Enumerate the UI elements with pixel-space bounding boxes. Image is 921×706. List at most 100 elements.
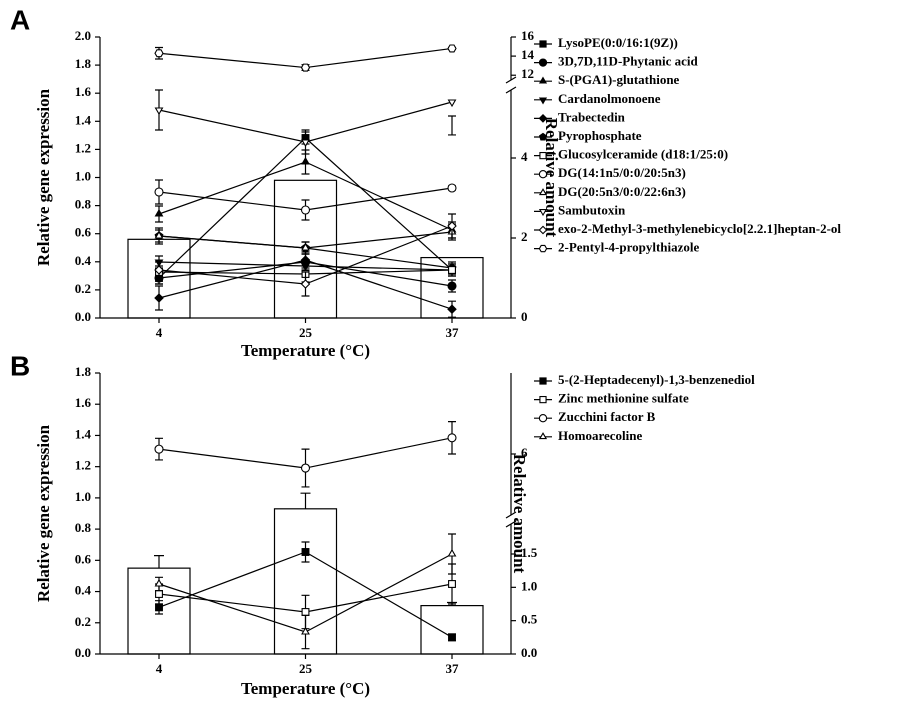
data-point (301, 608, 310, 616)
data-point (447, 183, 457, 193)
data-point (154, 107, 164, 116)
data-point (154, 444, 164, 454)
data-point (448, 266, 456, 274)
x-axis-title: Temperature (°C) (241, 341, 370, 360)
bar-error (154, 555, 164, 569)
y-tick-label: 0.6 (75, 551, 92, 566)
legend-label: Homoarecoline (558, 428, 642, 443)
data-point (301, 626, 310, 635)
y-tick-label: 0.0 (75, 645, 91, 660)
data-point (155, 590, 163, 598)
data-point (301, 548, 310, 556)
panel-label: B (10, 350, 30, 381)
y-tick-label: 1.2 (75, 140, 91, 155)
legend-label: DG(20:5n3/0:0/22:6n3) (558, 184, 686, 199)
data-point (300, 63, 311, 72)
y2-tick-label: 0 (521, 309, 528, 324)
axis-break (505, 511, 517, 528)
bar (420, 605, 484, 655)
data-point (301, 156, 310, 165)
legend-label: 3D,7D,11D-Phytanic acid (558, 54, 699, 69)
data-point (447, 433, 457, 443)
x-tick-label: 4 (156, 325, 163, 340)
y-tick-label: 1.2 (75, 458, 91, 473)
y2-tick-label: 12 (521, 66, 534, 81)
legend-marker (539, 151, 547, 160)
data-point (447, 99, 457, 108)
y-tick-label: 1.4 (75, 426, 92, 441)
legend-marker (539, 395, 547, 404)
data-point (447, 221, 457, 231)
legend-label: Zucchini factor B (558, 409, 656, 424)
data-point (301, 242, 310, 251)
legend-label: 2-Pentyl-4-propylthiazole (558, 240, 700, 255)
data-point (154, 293, 164, 303)
legend-label: Sambutoxin (558, 202, 626, 217)
legend-label: Glucosylceramide (d18:1/25:0) (558, 147, 728, 162)
x-tick-label: 37 (446, 325, 460, 340)
legend-marker (539, 377, 547, 385)
y-tick-label: 0.4 (75, 253, 92, 268)
data-point (300, 279, 311, 289)
y2-axis-title: Relative amount (510, 454, 529, 574)
legend-marker (538, 58, 548, 67)
legend-marker (538, 432, 548, 440)
data-point (300, 255, 311, 265)
y-tick-label: 0.4 (75, 583, 92, 598)
data-point (155, 603, 163, 612)
y2-tick-label: 2 (521, 229, 528, 244)
data-point (447, 548, 457, 557)
legend-marker (538, 225, 548, 235)
bar-error (300, 492, 311, 509)
legend-marker (538, 170, 548, 179)
legend-marker (538, 209, 548, 217)
y-axis-title: Relative gene expression (34, 88, 53, 266)
data-point (447, 44, 457, 53)
data-point (448, 633, 456, 642)
y-tick-label: 2.0 (75, 28, 91, 43)
x-tick-label: 25 (299, 325, 313, 340)
y-tick-label: 1.4 (75, 112, 92, 127)
data-point (300, 463, 311, 473)
axis-break (505, 76, 517, 94)
y-axis-title: Relative gene expression (34, 424, 53, 602)
y2-tick-label: 4 (521, 149, 528, 164)
y-tick-label: 0.8 (75, 197, 92, 212)
legend-label: Pyrophosphate (558, 128, 642, 143)
x-tick-label: 37 (446, 661, 460, 676)
legend-label: 5-(2-Heptadecenyl)-1,3-benzenediol (558, 372, 755, 387)
legend-label: Cardanolmonoene (558, 91, 661, 106)
y-tick-label: 1.8 (75, 364, 92, 379)
x-tick-label: 4 (156, 661, 163, 676)
legend-marker (538, 414, 548, 423)
data-point (154, 230, 164, 239)
y2-tick-label: 0.0 (521, 645, 537, 660)
legend-label: exo-2-Methyl-3-methylenebicyclo[2.2.1]he… (558, 221, 841, 236)
panel-label: A (10, 4, 30, 35)
y-tick-label: 0.2 (75, 614, 91, 629)
y-tick-label: 1.6 (75, 395, 92, 410)
x-tick-label: 25 (299, 661, 313, 676)
y-tick-label: 0.0 (75, 309, 91, 324)
legend-marker (538, 244, 548, 253)
y-tick-label: 0.8 (75, 520, 92, 535)
legend-marker (538, 76, 548, 84)
data-point (448, 580, 456, 588)
data-point (447, 304, 457, 314)
data-point (154, 265, 164, 275)
y-tick-label: 0.6 (75, 225, 92, 240)
legend-label: Trabectedin (558, 109, 626, 124)
data-point (154, 208, 164, 217)
y-tick-label: 1.8 (75, 56, 92, 71)
error-bar (448, 115, 456, 136)
data-point (154, 578, 164, 587)
y-tick-label: 0.2 (75, 281, 91, 296)
y-tick-label: 1.0 (75, 168, 91, 183)
legend-label: LysoPE(0:0/16:1(9Z)) (558, 35, 678, 50)
data-point (447, 281, 457, 291)
y2-tick-label: 1.0 (521, 578, 537, 593)
data-point (301, 139, 310, 148)
legend-label: Zinc methionine sulfate (558, 391, 689, 406)
